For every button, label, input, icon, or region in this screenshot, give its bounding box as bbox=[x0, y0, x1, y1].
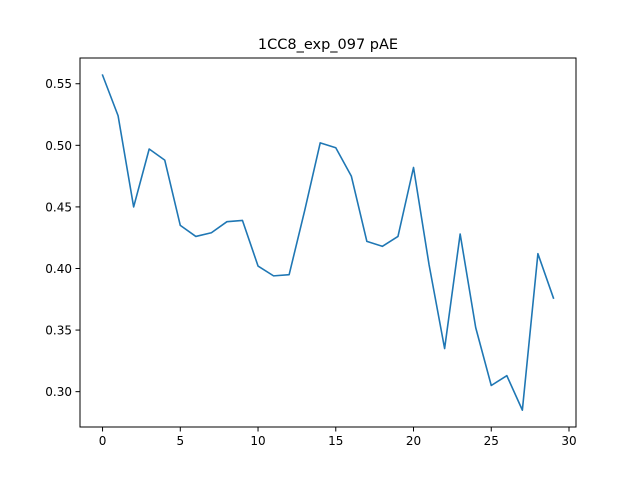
x-tick-label: 20 bbox=[406, 434, 421, 448]
x-tick-label: 10 bbox=[250, 434, 265, 448]
chart-title: 1CC8_exp_097 pAE bbox=[258, 37, 398, 53]
y-tick-label: 0.35 bbox=[45, 324, 72, 338]
y-tick-label: 0.40 bbox=[45, 262, 72, 276]
y-tick-label: 0.55 bbox=[45, 77, 72, 91]
x-tick-label: 25 bbox=[484, 434, 499, 448]
y-tick-label: 0.30 bbox=[45, 385, 72, 399]
y-tick-label: 0.50 bbox=[45, 139, 72, 153]
x-tick-label: 5 bbox=[176, 434, 184, 448]
y-tick-label: 0.45 bbox=[45, 200, 72, 214]
x-tick-label: 15 bbox=[328, 434, 343, 448]
plot-area bbox=[101, 74, 555, 411]
x-tick-label: 30 bbox=[561, 434, 576, 448]
plot-frame bbox=[79, 57, 577, 428]
x-tick-label: 0 bbox=[99, 434, 107, 448]
series-line bbox=[101, 74, 555, 411]
